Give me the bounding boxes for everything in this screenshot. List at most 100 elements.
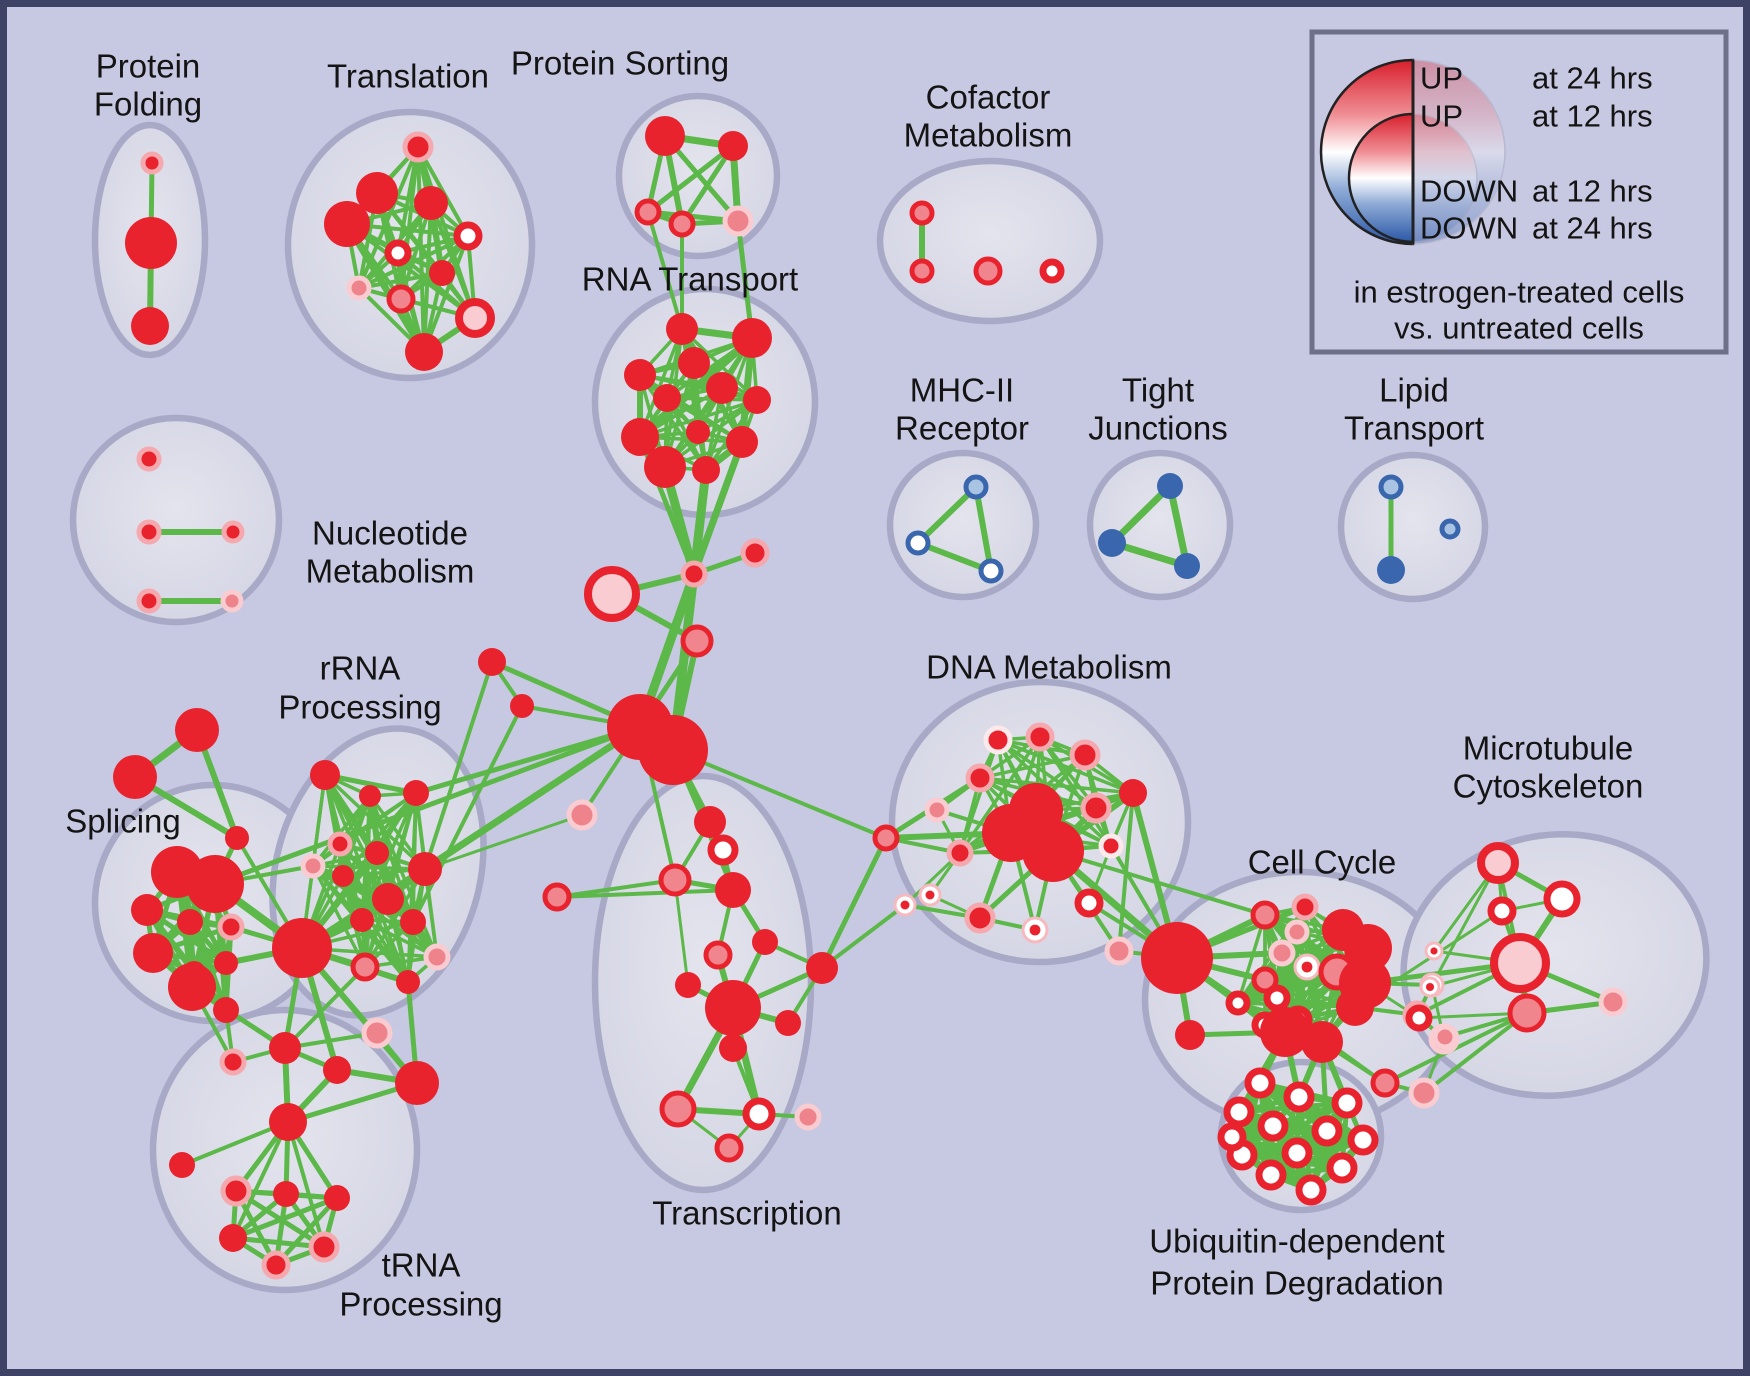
node-cofactor-1 [909,258,935,284]
node-protein_sorting-4 [722,205,754,237]
node-cellcycle-16 [1301,1021,1343,1063]
node-trna-2 [361,1017,393,1049]
node-microtubule-4 [1490,933,1550,993]
legend-caption-line2: vs. untreated cells [1394,311,1644,346]
layer-network-nodes [113,116,1628,1280]
cluster-label-protein_sorting: Protein Sorting [511,45,729,82]
node-rrna-12 [423,943,451,971]
node-trna-10 [308,1231,340,1263]
network-edge [322,772,419,796]
node-cellcycle-12 [1225,990,1251,1016]
node-cellcycle-1 [1250,900,1280,930]
network-edge [679,143,736,227]
node-dna-14 [964,902,996,934]
network-edge [231,1120,290,1240]
network-edge [915,540,994,574]
node-rrna-4 [300,853,326,879]
node-connectors-1 [638,715,708,785]
cluster-label-nucleotide: Nucleotide [312,515,468,552]
node-translation-6 [429,260,455,286]
cluster-label-dna: DNA Metabolism [926,649,1172,686]
node-ubiquitin-5 [1311,1115,1343,1147]
legend-box [1309,29,1729,355]
node-core-dna-17 [1029,924,1041,936]
node-trna-0 [269,1032,301,1064]
node-dna-4 [924,797,950,823]
cluster-label-rna_transport: RNA Transport [582,261,798,298]
network-edge [673,878,690,987]
node-rrna-0 [310,760,340,790]
network-edge [286,1120,326,1249]
node-translation-2 [414,186,448,220]
cluster-label-tight: Tight [1122,372,1194,409]
node-translation-10 [405,333,443,371]
legend-row-up24-time: at 24 hrs [1532,61,1653,96]
node-transcription-10 [719,1034,747,1062]
node-splicing-12 [213,997,239,1023]
node-nucleotide-0 [136,446,162,472]
network-edge [283,965,367,1050]
network-edge [1051,849,1267,917]
node-rrna-11 [272,918,332,978]
network-edge [341,874,439,959]
node-microtubule-9 [1432,1024,1458,1050]
node-protein_folding-1 [125,217,177,269]
node-protein_sorting-1 [718,131,748,161]
node-rrna-8 [372,883,404,915]
legend-row-up12-label: UP [1420,99,1463,134]
node-ubiquitin-6 [1347,1124,1379,1156]
network-edge [555,878,677,899]
network-edge [363,867,427,969]
node-cellcycle-21 [1370,1068,1400,1098]
network-edge [646,210,684,331]
node-cellcycle-6 [1268,939,1296,967]
node-protein_sorting-2 [634,198,662,226]
cluster-label-transcription: Transcription [652,1195,842,1232]
node-trna-3 [395,1061,439,1105]
node-transcription-9 [775,1010,801,1036]
node-trna-1 [323,1056,351,1084]
network-edge [360,918,439,959]
node-transcription-8 [806,952,838,984]
cluster-label-mhc: Receptor [895,410,1029,447]
network-edge [1236,913,1267,1005]
node-core-microtubule-3 [1430,947,1438,955]
node-rna_transport-4 [706,372,738,404]
network-edge [230,1195,340,1241]
node-dna-0 [983,725,1013,755]
node-transcription-7 [705,980,761,1036]
legend-inner-right-half [1412,113,1478,243]
network-edge [357,271,444,290]
cluster-label-nucleotide: Metabolism [306,553,475,590]
cluster-label-cofactor: Cofactor [926,79,1051,116]
cluster-outline-cofactor [876,157,1104,325]
cluster-label-microtubule: Microtubule [1463,730,1634,767]
node-rna_transport-3 [678,347,710,379]
node-rna_transport-0 [666,313,698,345]
node-cofactor-0 [909,200,935,226]
node-connectors-4 [740,538,770,568]
node-rna_transport-7 [621,418,659,456]
cluster-label-ubiquitin: Protein Degradation [1150,1265,1444,1302]
network-edge [638,327,684,439]
cluster-label-mhc: MHC-II [910,372,1014,409]
node-rna_transport-11 [692,456,720,484]
network-edge [343,220,428,356]
node-nucleotide-3 [136,588,162,614]
node-ubiquitin-12 [1217,1122,1247,1152]
cluster-label-ubiquitin: Ubiquitin-dependent [1149,1223,1444,1260]
node-splicing-7 [217,913,245,941]
node-splicing-4 [186,855,244,913]
node-translation-1 [356,172,398,214]
node-transcription-4 [752,929,778,955]
node-transcription-3 [715,872,751,908]
node-protein_sorting-3 [668,210,696,238]
node-dna-5 [1119,779,1147,807]
node-lipid-2 [1439,518,1461,540]
node-connectors-10 [510,694,534,718]
updown-gradient-icon [1319,58,1506,246]
cluster-label-trna: Processing [339,1286,502,1323]
cluster-label-tight: Junctions [1088,410,1227,447]
